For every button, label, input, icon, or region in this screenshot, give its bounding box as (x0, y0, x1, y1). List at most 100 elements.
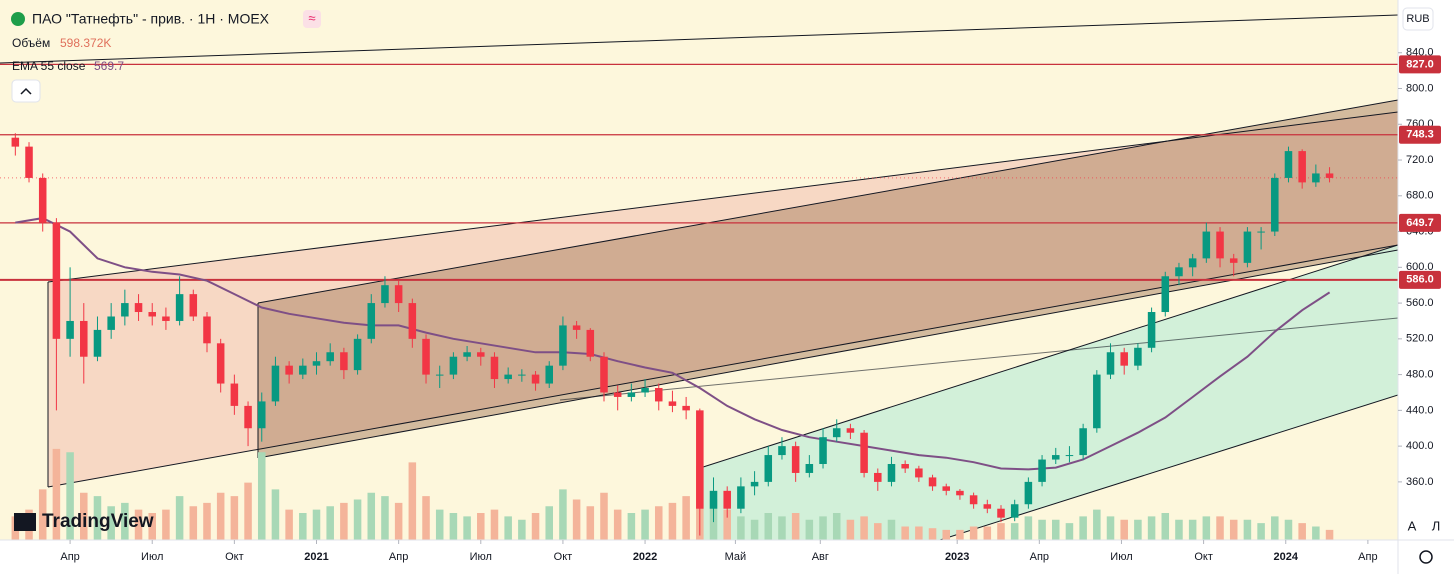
volume-bar (244, 482, 252, 540)
candle-body (600, 356, 608, 393)
settings-icon[interactable] (1419, 550, 1433, 564)
log-scale-button[interactable]: Л (1432, 518, 1441, 533)
candle-body (928, 477, 937, 487)
volume-bar (1229, 519, 1238, 540)
volume-bar (1298, 523, 1306, 540)
candle-body (299, 365, 307, 375)
y-tick-label: 600.0 (1406, 261, 1434, 273)
candle-body (449, 356, 458, 375)
x-tick-label: Апр (1358, 551, 1377, 563)
candle-body (1257, 231, 1265, 233)
volume-bar (285, 509, 293, 540)
candle-body (326, 352, 334, 362)
candle-body (1120, 352, 1128, 366)
candle-body (1216, 231, 1224, 259)
volume-bar (1010, 523, 1019, 540)
candle-body (997, 508, 1005, 518)
candle-body (545, 365, 553, 384)
candle-body (682, 405, 690, 411)
x-tick-label: Апр (389, 551, 408, 563)
level-label-bg (1399, 270, 1441, 289)
badge[interactable] (303, 10, 321, 28)
candle-body (1106, 352, 1115, 375)
candle-body (737, 486, 745, 509)
candle-body (435, 374, 444, 376)
candle-body (1188, 258, 1197, 268)
x-tick-label: Апр (60, 551, 79, 563)
volume-bar (1271, 516, 1279, 540)
volume-bar (422, 496, 430, 540)
level-label-bg (1399, 55, 1441, 74)
volume-bar (942, 529, 951, 540)
candle-body (1147, 312, 1156, 348)
volume-bar (1038, 519, 1046, 540)
volume-bar (1106, 516, 1115, 540)
candle-body (969, 495, 978, 505)
x-tick-label: Апр (1030, 551, 1049, 563)
candle-body (66, 320, 74, 339)
volume-bar (874, 523, 882, 540)
candle-body (230, 383, 239, 406)
x-tick-label: Авг (812, 551, 829, 563)
volume-bar (230, 496, 239, 540)
symbol-title[interactable]: ПАО "Татнефть" - прив. · 1H · MOEX (32, 11, 270, 27)
candle-body (572, 325, 581, 330)
volume-bar (121, 502, 129, 540)
volume-bar (107, 506, 115, 540)
volume-bar (1312, 526, 1320, 540)
volume-bar (38, 489, 47, 540)
volume-bar (1065, 523, 1074, 540)
volume-bar (134, 509, 143, 540)
volume-bar (93, 496, 102, 540)
candle-body (189, 294, 198, 317)
volume-bar (1134, 519, 1142, 540)
candle-body (983, 504, 992, 509)
volume-bar (326, 506, 334, 540)
trend-line (0, 14, 1398, 64)
volume-bar (846, 519, 855, 540)
volume-bar (518, 519, 526, 540)
volume-bar (860, 516, 868, 540)
volume-bar (928, 528, 937, 540)
candle-body (586, 329, 595, 357)
x-tick-label: 2021 (304, 551, 328, 563)
auto-scale-button[interactable]: A (1408, 518, 1417, 533)
trend-line (559, 317, 1398, 401)
volume-bar (299, 513, 307, 540)
candle-body (80, 320, 88, 357)
volume-bar (723, 509, 731, 540)
volume-bar (1093, 509, 1101, 540)
trend-line (257, 99, 1398, 304)
candle-body (1298, 151, 1306, 183)
candle-body (1271, 177, 1279, 232)
collapse-button[interactable] (11, 79, 41, 103)
candle-body (723, 490, 731, 509)
candle-body (668, 401, 677, 406)
volume-bar (148, 513, 156, 540)
brand: TradingView (42, 511, 154, 532)
trend-line (699, 244, 1398, 469)
candle-body (148, 312, 156, 317)
volume-bar (627, 513, 636, 540)
y-tick-label: 720.0 (1406, 154, 1434, 166)
currency-button[interactable] (1402, 7, 1434, 31)
legend-label: Объём (12, 36, 50, 50)
candle-body (1134, 347, 1142, 366)
volume-bar (1079, 516, 1087, 540)
candle-body (463, 352, 471, 357)
candle-body (874, 472, 882, 482)
volume-bar (997, 523, 1005, 540)
volume-bar (449, 513, 458, 540)
candle-body (1312, 173, 1320, 183)
y-tick-label: 520.0 (1406, 333, 1434, 345)
channel-fill (700, 245, 1398, 540)
candle-body (1038, 459, 1046, 482)
volume-bar (1161, 513, 1170, 540)
candle-body (107, 316, 115, 330)
volume-bar (1147, 516, 1156, 540)
plot-area (0, 0, 1398, 540)
volume-bar (504, 516, 512, 540)
volume-bar (175, 496, 184, 540)
volume-bar (408, 462, 417, 540)
